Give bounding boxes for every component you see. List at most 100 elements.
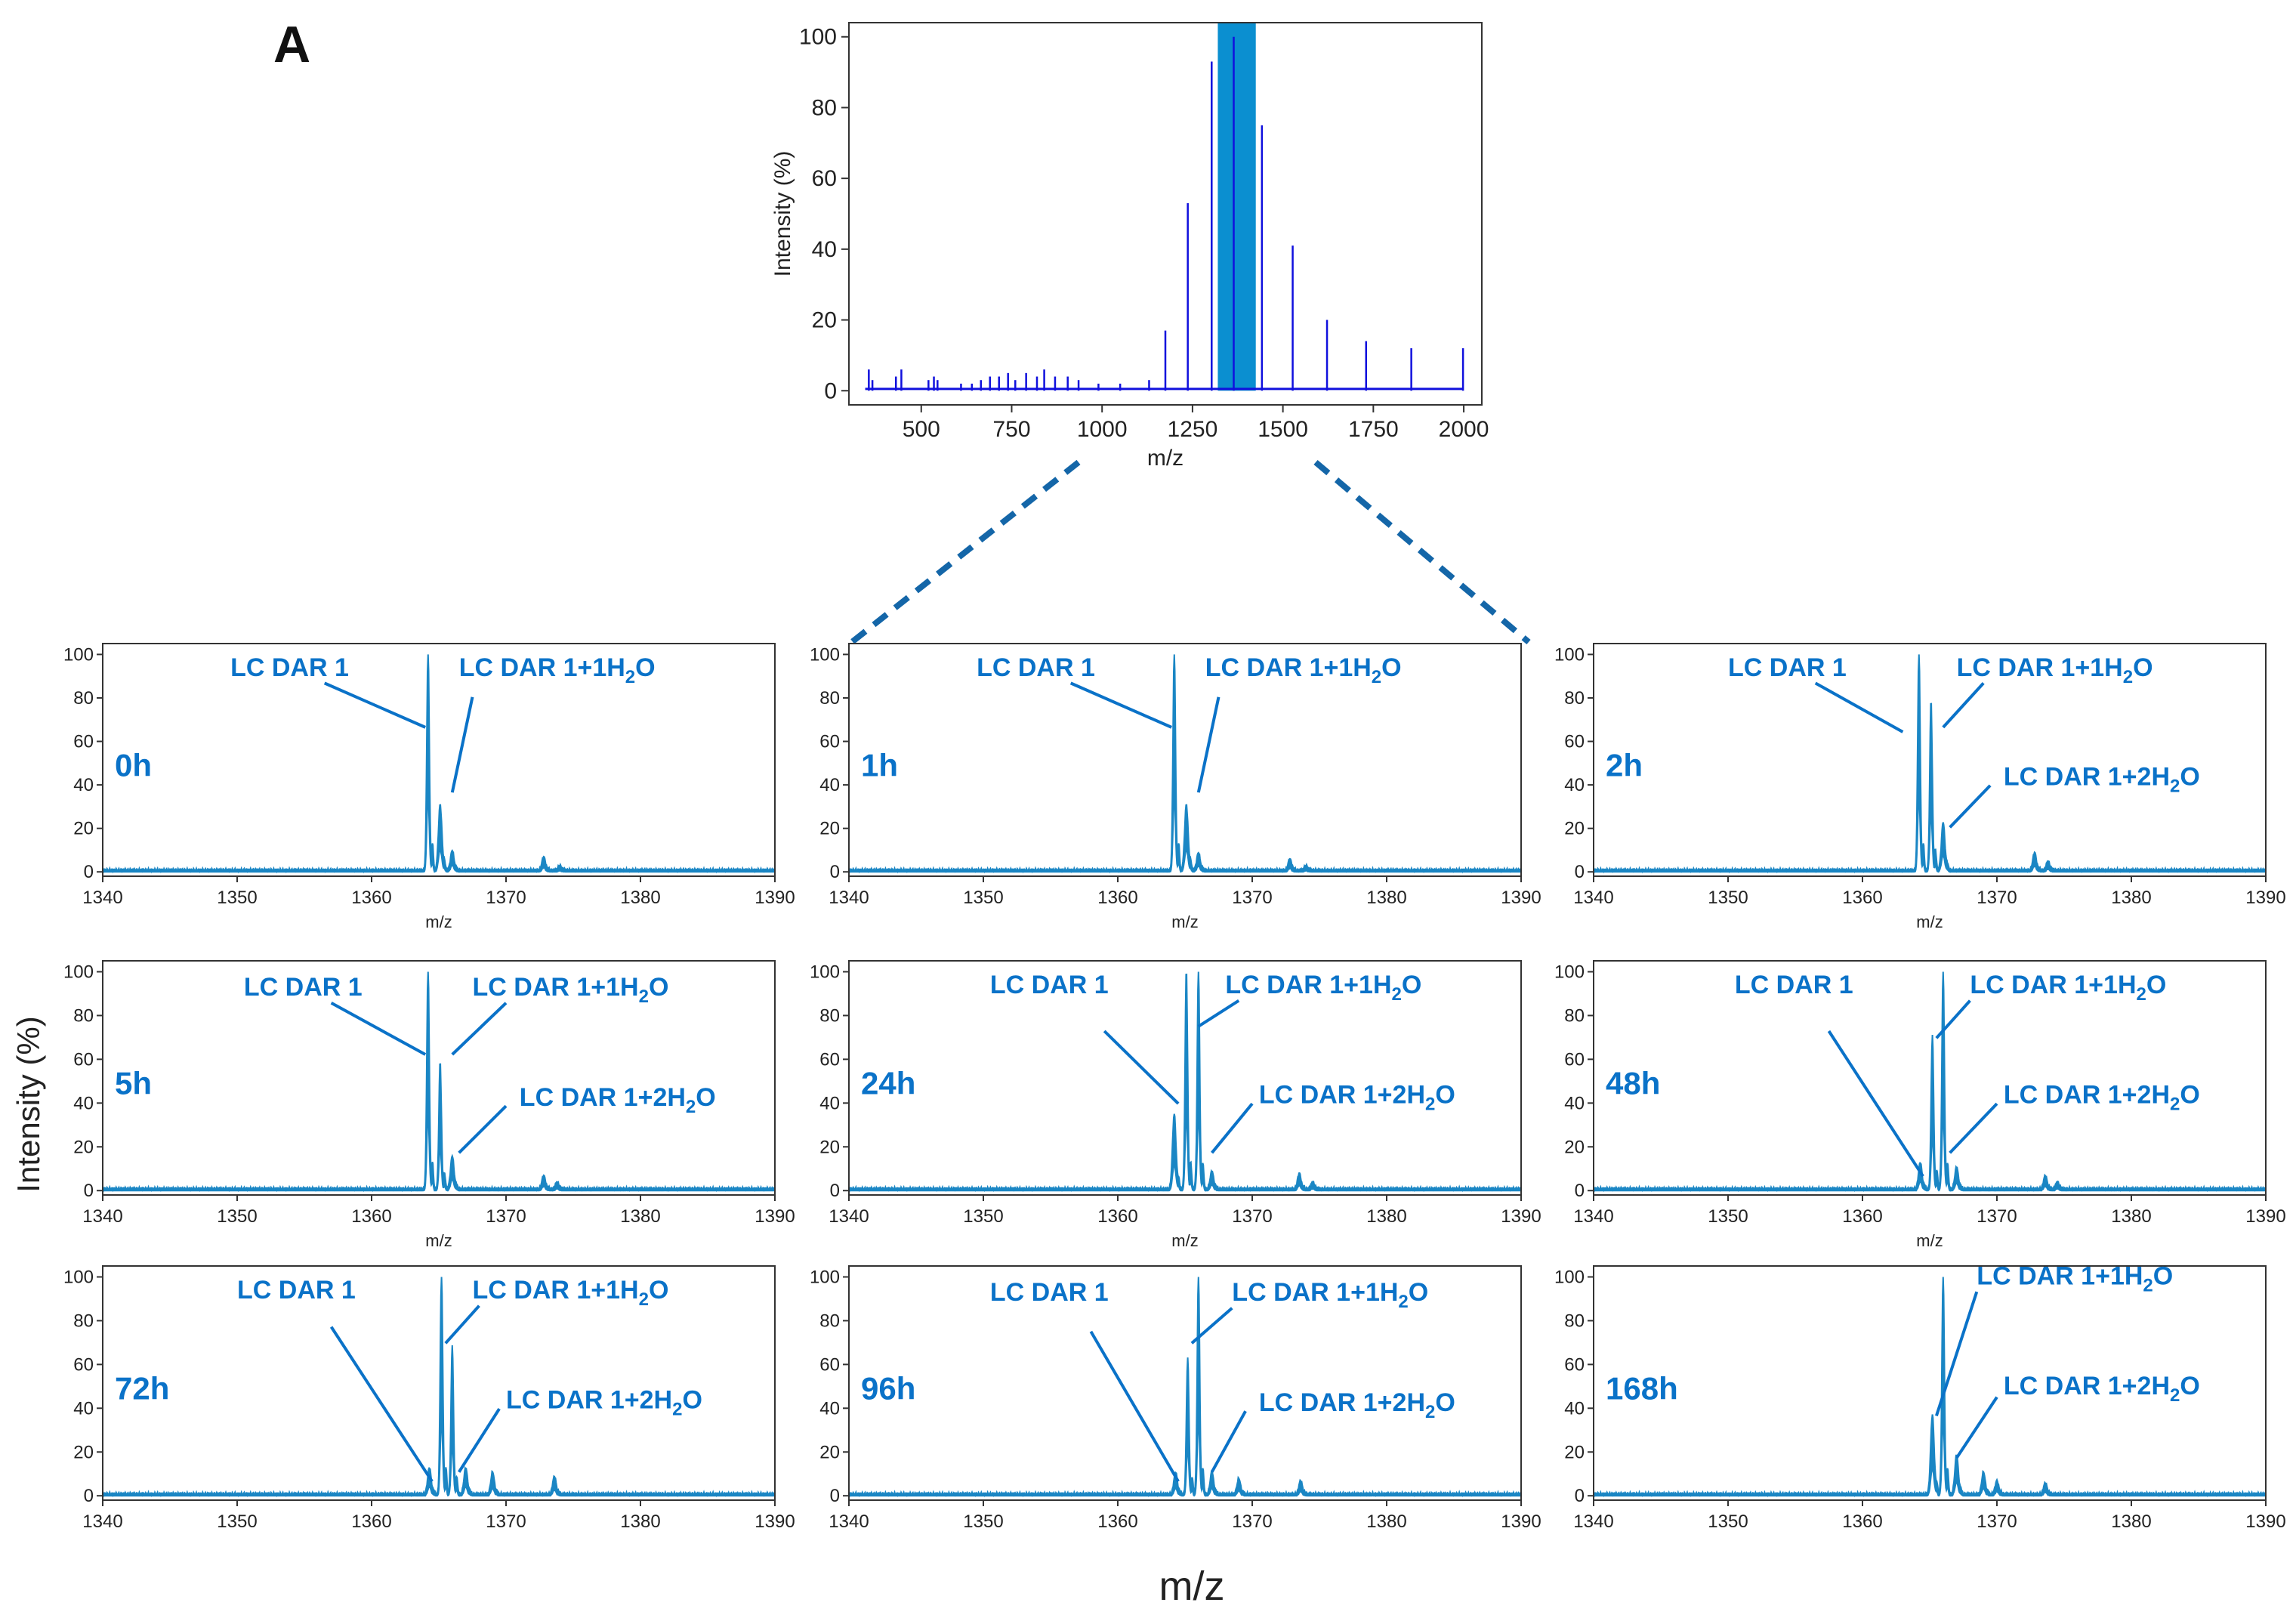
y-tick-label: 100 xyxy=(810,1267,840,1287)
subscript: 2 xyxy=(2170,1095,2180,1115)
annotation-leader-line xyxy=(329,1326,434,1483)
x-tick-label: 1250 xyxy=(1168,417,1218,442)
annotation-leader-line xyxy=(1190,1307,1233,1345)
y-tick-label: 80 xyxy=(819,1005,840,1026)
peak-annotation: LC DAR 1 xyxy=(990,1278,1109,1307)
x-tick-label: 1390 xyxy=(2245,888,2285,908)
peak-annotation: LC DAR 1 xyxy=(1735,971,1853,999)
x-tick-label: 1340 xyxy=(829,1511,869,1532)
x-tick-label: 1350 xyxy=(1708,1206,1748,1227)
x-tick-label: 1350 xyxy=(963,888,1003,908)
x-tick-label: 500 xyxy=(903,417,940,442)
subscript: 2 xyxy=(2123,667,2133,687)
peak-annotation: LC DAR 1+2H2O xyxy=(2004,763,2200,797)
y-tick-label: 0 xyxy=(1575,1181,1585,1201)
y-tick-label: 80 xyxy=(73,688,94,709)
x-tick-label: 1340 xyxy=(82,1206,122,1227)
x-tick-label: 1360 xyxy=(1097,1206,1137,1227)
annotation-leader-line xyxy=(1196,696,1221,793)
y-tick-label: 20 xyxy=(73,1442,94,1462)
annotation-leader-line xyxy=(1949,1102,1998,1154)
peak-annotation: LC DAR 1+1H2O xyxy=(1232,1278,1428,1312)
zoom-panel-5h: 0 20 40 60 80 100 1340 1350 1360 1370 1380 1390 m/z 5… xyxy=(63,960,795,1250)
annotation-leader-line xyxy=(1935,999,1971,1039)
y-tick-label: 0 xyxy=(830,1486,840,1506)
zoom-panel-2h: 0 20 40 60 80 100 1340 1350 1360 1370 1380 1390 m/z 2… xyxy=(1554,643,2286,931)
peak-annotation: LC DAR 1 xyxy=(990,971,1109,999)
peak-annotation: LC DAR 1+1H2O xyxy=(1957,653,2153,687)
y-tick-label: 20 xyxy=(819,1442,840,1462)
y-tick-label: 80 xyxy=(1564,1005,1585,1026)
zoom-panel-72h: 0 20 40 60 80 100 1340 1350 1360 1370 1380 1390 72h L… xyxy=(63,1265,795,1532)
y-tick-label: 100 xyxy=(1554,962,1585,982)
x-tick-label: 1350 xyxy=(963,1511,1003,1532)
subscript: 2 xyxy=(2170,777,2180,797)
shared-x-axis-label: m/z xyxy=(1159,1564,1225,1609)
x-tick-label: 1380 xyxy=(1366,1206,1406,1227)
annotation-leader-line xyxy=(1827,1030,1924,1178)
spectrum-trace xyxy=(848,1277,1522,1498)
y-tick-label: 20 xyxy=(1564,819,1585,839)
y-tick-label: 0 xyxy=(1575,862,1585,882)
annotation-tail: O xyxy=(635,653,655,682)
x-tick-label: 1390 xyxy=(2245,1511,2285,1532)
plot-frame xyxy=(102,643,776,877)
peak-annotation: LC DAR 1+1H2O xyxy=(473,973,669,1007)
x-tick-label: 1340 xyxy=(82,888,122,908)
x-tick-label: 1390 xyxy=(1501,1206,1541,1227)
x-tick-label: 1390 xyxy=(1501,1511,1541,1532)
y-tick-label: 60 xyxy=(1564,732,1585,752)
annotation-tail: O xyxy=(2146,971,2166,999)
plot-frame xyxy=(848,1265,1522,1501)
annotation-leader-line xyxy=(1069,681,1173,729)
y-tick-label: 40 xyxy=(73,1398,94,1419)
x-tick-label: 1370 xyxy=(1232,888,1272,908)
y-tick-label: 20 xyxy=(1564,1442,1585,1462)
annotation-tail: O xyxy=(1409,1278,1428,1307)
y-tick-label: 80 xyxy=(73,1311,94,1331)
x-tick-label: 1360 xyxy=(351,1206,391,1227)
spectrum-trace xyxy=(102,654,776,874)
y-tick-label: 80 xyxy=(812,95,837,120)
x-tick-label: 1380 xyxy=(1366,888,1406,908)
subscript: 2 xyxy=(686,1097,696,1117)
x-tick-label: 1360 xyxy=(1842,888,1882,908)
annotation-leader-line xyxy=(1089,1330,1180,1483)
plot-frame xyxy=(1593,960,2267,1196)
x-tick-label: 1370 xyxy=(486,1511,526,1532)
y-tick-label: 80 xyxy=(819,1311,840,1331)
time-point-label: 1h xyxy=(861,748,898,783)
spectrum-trace xyxy=(102,1277,776,1498)
peak-annotation: LC DAR 1+2H2O xyxy=(1259,1081,1455,1115)
y-tick-label: 60 xyxy=(812,166,837,191)
x-tick-label: 1360 xyxy=(1842,1511,1882,1532)
x-tick-label: 750 xyxy=(992,417,1030,442)
peak-annotation: LC DAR 1+1H2O xyxy=(1977,1261,2173,1295)
y-tick-label: 80 xyxy=(1564,1311,1585,1331)
y-tick-label: 40 xyxy=(812,237,837,262)
annotation-tail: O xyxy=(649,1276,668,1305)
x-tick-label: 1750 xyxy=(1348,417,1399,442)
annotation-tail: O xyxy=(2180,1081,2199,1110)
annotation-leader-line xyxy=(1949,784,1992,829)
annotation-tail: O xyxy=(1435,1388,1455,1417)
x-tick-label: 1360 xyxy=(351,1511,391,1532)
subscript: 2 xyxy=(2143,1275,2152,1295)
y-tick-label: 60 xyxy=(819,1354,840,1375)
y-tick-label: 80 xyxy=(819,688,840,709)
peak-annotation: LC DAR 1 xyxy=(977,653,1095,682)
annotation-tail: O xyxy=(1435,1081,1455,1110)
annotation-tail: O xyxy=(2133,653,2152,682)
overview-spectrum: 0 20 40 60 80 100 500 750 1000 1250 1500 1750 2000 m/… xyxy=(770,22,1489,471)
subscript: 2 xyxy=(2137,984,2146,1005)
annotation-leader-line xyxy=(451,1002,508,1056)
y-tick-label: 100 xyxy=(1554,644,1585,665)
annotation-leader-line xyxy=(1942,682,1985,729)
time-point-label: 0h xyxy=(115,748,152,783)
time-point-label: 72h xyxy=(115,1371,169,1406)
y-tick-label: 40 xyxy=(819,1398,840,1419)
y-tick-label: 40 xyxy=(1564,1398,1585,1419)
x-tick-label: 1350 xyxy=(963,1206,1003,1227)
x-tick-label: 1340 xyxy=(829,1206,869,1227)
